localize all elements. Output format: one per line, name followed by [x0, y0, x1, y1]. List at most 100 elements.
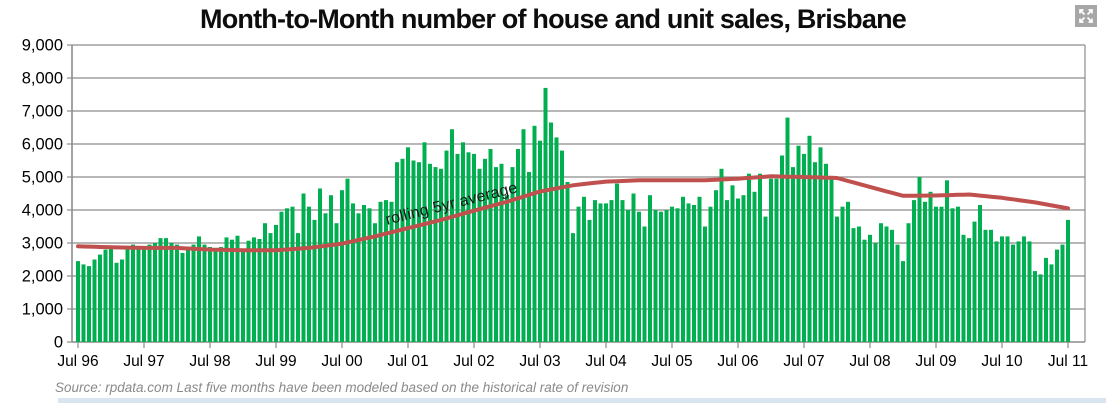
- sales-bar: [213, 248, 218, 342]
- sales-bar: [439, 168, 443, 343]
- sales-bar: [290, 206, 295, 342]
- sales-bar: [296, 233, 300, 342]
- y-axis-tick-label: 9,000: [22, 37, 63, 55]
- page-bottom-divider: [58, 398, 1106, 403]
- sales-bar: [488, 149, 493, 342]
- sales-bar: [356, 213, 361, 342]
- expand-arrows-icon: [1079, 9, 1093, 23]
- sales-bar: [851, 228, 856, 342]
- sales-bar: [730, 185, 735, 343]
- sales-bar: [219, 247, 223, 342]
- sales-bar: [235, 235, 240, 342]
- sales-bar: [279, 211, 284, 342]
- sales-bar: [114, 262, 119, 342]
- sales-bar: [923, 201, 927, 343]
- sales-bar: [285, 208, 289, 342]
- sales-bar: [345, 178, 350, 342]
- sales-bar: [455, 153, 460, 342]
- sales-bar: [554, 137, 559, 342]
- sales-bar: [648, 195, 652, 342]
- x-axis-tick-label: Jul 02: [453, 353, 494, 370]
- sales-bar: [983, 229, 988, 342]
- sales-bar: [389, 201, 394, 343]
- sales-bar: [510, 167, 515, 342]
- sales-bar: [169, 243, 174, 342]
- sales-bar: [582, 196, 586, 342]
- sales-bar: [301, 193, 306, 342]
- sales-bar: [268, 233, 273, 342]
- sales-bar: [543, 87, 548, 343]
- sales-bar: [378, 201, 383, 343]
- sales-bar: [444, 150, 449, 342]
- sales-bar: [994, 241, 999, 342]
- sales-bar: [1060, 244, 1065, 342]
- x-axis-tick-label: Jul 04: [585, 353, 627, 370]
- sales-bar: [675, 208, 680, 342]
- sales-bar: [433, 167, 438, 342]
- sales-bar: [1038, 274, 1043, 342]
- sales-bar: [461, 142, 465, 342]
- x-axis-tick-label: Jul 05: [651, 353, 692, 370]
- sales-bar: [395, 162, 399, 342]
- sales-bar: [472, 153, 476, 342]
- sales-bar: [593, 200, 597, 342]
- sales-bar: [763, 216, 768, 342]
- sales-bar: [807, 135, 812, 343]
- sales-bar: [989, 229, 993, 342]
- x-axis-tick-label: Jul 96: [57, 353, 98, 370]
- sales-bar: [587, 219, 592, 342]
- sales-bar: [103, 249, 108, 342]
- sales-bar: [92, 259, 97, 342]
- sales-bar: [131, 244, 135, 342]
- sales-bar: [829, 178, 834, 342]
- x-axis-tick-label: Jul 08: [849, 353, 890, 370]
- sales-bar: [197, 236, 201, 342]
- sales-bar: [329, 195, 333, 342]
- rolling-average-line: [76, 174, 1070, 253]
- y-axis-tick-label: 8,000: [22, 70, 63, 88]
- sales-bar: [692, 205, 696, 342]
- sales-bar: [120, 259, 124, 342]
- sales-bar: [708, 206, 713, 342]
- sales-bar: [422, 142, 427, 342]
- sales-bar: [840, 206, 845, 342]
- sales-bar: [1049, 264, 1054, 342]
- sales-bar: [615, 183, 619, 342]
- sales-bar: [175, 244, 179, 342]
- sales-bar: [934, 206, 938, 342]
- sales-bar: [785, 117, 790, 342]
- sales-bar: [780, 155, 784, 342]
- x-axis-tick-label: Jul 97: [123, 353, 164, 370]
- sales-bar: [98, 254, 102, 342]
- sales-bar: [307, 206, 311, 342]
- y-axis-tick-label: 5,000: [22, 169, 63, 187]
- sales-bar: [873, 243, 878, 342]
- sales-bar: [939, 206, 944, 342]
- x-axis-tick-label: Jul 98: [189, 353, 230, 370]
- fullscreen-button[interactable]: [1075, 5, 1097, 27]
- sales-bar: [538, 140, 542, 342]
- sales-bar: [796, 145, 801, 342]
- sales-bar: [136, 246, 141, 342]
- sales-bar: [527, 172, 531, 342]
- sales-bar: [604, 203, 608, 342]
- x-axis-tick-label: Jul 11: [1048, 353, 1088, 370]
- x-axis-tick-label: Jul 99: [255, 353, 296, 370]
- sales-bar: [202, 244, 207, 342]
- sales-bar: [901, 261, 905, 342]
- sales-bar: [230, 239, 234, 342]
- sales-bar: [565, 182, 570, 342]
- sales-bar: [466, 152, 471, 343]
- sales-bar: [664, 210, 669, 342]
- sales-bar: [125, 246, 130, 342]
- sales-bar: [505, 195, 509, 342]
- sales-bar: [774, 178, 779, 342]
- sales-bar: [400, 158, 405, 342]
- sales-bar: [384, 200, 388, 342]
- sales-bar: [961, 234, 966, 343]
- sales-bar: [180, 252, 185, 342]
- sales-bar: [879, 223, 883, 342]
- sales-bar: [857, 226, 861, 342]
- sales-bar: [483, 158, 487, 342]
